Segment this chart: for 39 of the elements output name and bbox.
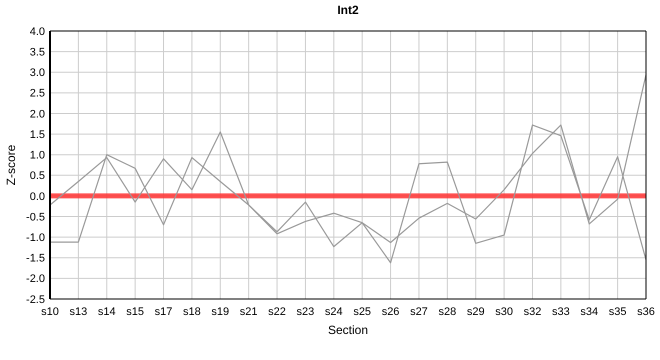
- x-tick-label: s30: [495, 306, 513, 318]
- chart-title: Int2: [337, 3, 359, 17]
- y-tick-label: -1.0: [26, 232, 45, 244]
- y-tick-label: 3.5: [30, 46, 45, 58]
- x-tick-label: s33: [552, 306, 570, 318]
- x-tick-label: s21: [240, 306, 258, 318]
- x-tick-label: s29: [466, 306, 485, 318]
- x-tick-label: s13: [70, 306, 88, 318]
- x-tick-label: s25: [353, 306, 372, 318]
- y-tick-label: -2.0: [26, 273, 45, 286]
- x-tick-label: s24: [324, 306, 343, 318]
- y-tick-label: 2.5: [30, 88, 45, 100]
- x-tick-label: s14: [98, 306, 116, 318]
- x-tick-label: s36: [637, 306, 655, 318]
- y-tick-label: -2.5: [26, 294, 45, 306]
- y-tick-label: -0.5: [26, 211, 45, 224]
- y-tick-label: 1.0: [30, 150, 45, 162]
- x-tick-label: s17: [154, 306, 172, 318]
- x-tick-label: s34: [580, 306, 598, 318]
- x-tick-label: s15: [126, 306, 144, 318]
- x-axis-title: Section: [328, 323, 368, 337]
- x-tick-label: s23: [296, 306, 314, 318]
- x-tick-label: s27: [410, 306, 428, 318]
- y-tick-label: -1.5: [26, 252, 45, 265]
- y-tick-label: 3.0: [30, 67, 45, 80]
- y-tick-label: 0.0: [30, 190, 45, 203]
- x-tick-label: s26: [382, 306, 400, 318]
- x-tick-label: s28: [438, 306, 456, 318]
- y-axis-title: Z-score: [4, 144, 18, 186]
- x-tick-label: s32: [524, 306, 542, 318]
- x-tick-label: s19: [211, 306, 230, 318]
- y-tick-label: 1.5: [30, 128, 45, 141]
- y-tick-label: 0.5: [30, 170, 45, 182]
- y-tick-label: 2.0: [30, 108, 45, 120]
- x-tick-label: s18: [183, 306, 201, 318]
- x-tick-label: s35: [608, 306, 626, 318]
- x-tick-label: s22: [268, 306, 286, 318]
- y-tick-label: 4.0: [30, 26, 45, 38]
- x-tick-label: s10: [41, 306, 59, 318]
